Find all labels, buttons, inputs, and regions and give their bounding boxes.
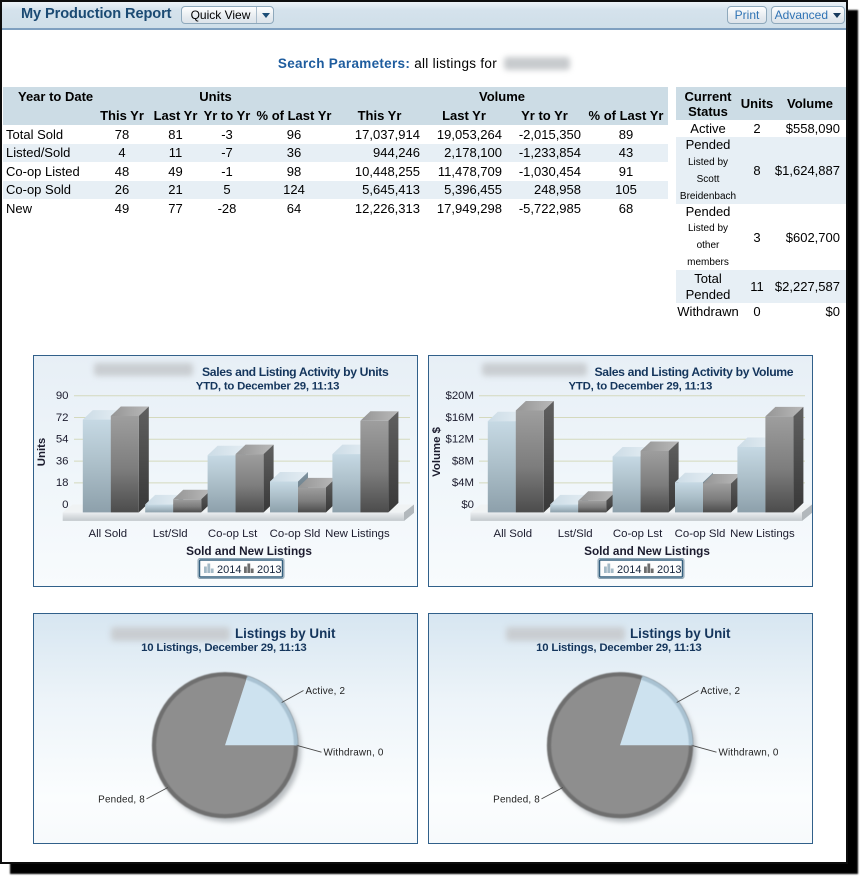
svg-text:All Sold: All Sold [493,528,532,540]
svg-text:2014: 2014 [617,564,641,576]
svg-text:10 Listings, December 29, 11:1: 10 Listings, December 29, 11:13 [536,642,701,654]
svg-text:Pended, 8: Pended, 8 [493,795,540,806]
svg-text:90: 90 [56,390,69,402]
svg-text:$8M: $8M [452,455,474,467]
svg-text:Sales and Listing Activity by: Sales and Listing Activity by Units [202,365,389,379]
svg-text:2013: 2013 [257,564,281,576]
svg-text:Sold and New Listings: Sold and New Listings [584,544,710,558]
svg-text:Listings by Unit: Listings by Unit [630,626,731,641]
svg-text:$16M: $16M [446,412,475,424]
svg-text:YTD, to December 29, 11:13: YTD, to December 29, 11:13 [569,381,713,393]
svg-text:$20M: $20M [446,390,475,402]
svg-text:Co-op Sld: Co-op Sld [270,528,321,540]
svg-text:54: 54 [56,434,69,446]
svg-text:Withdrawn, 0: Withdrawn, 0 [719,748,779,759]
svg-text:$4M: $4M [452,477,474,489]
svg-text:0: 0 [62,499,68,511]
svg-text:10 Listings, December 29, 11:1: 10 Listings, December 29, 11:13 [141,642,306,654]
svg-text:Active, 2: Active, 2 [306,686,346,697]
svg-text:All Sold: All Sold [88,528,127,540]
svg-text:New Listings: New Listings [730,528,795,540]
svg-text:Sold and New Listings: Sold and New Listings [186,544,312,558]
svg-text:YTD, to December 29, 11:13: YTD, to December 29, 11:13 [196,381,340,393]
svg-text:36: 36 [56,455,69,467]
svg-text:Co-op Lst: Co-op Lst [613,528,663,540]
svg-text:Units: Units [36,438,48,466]
svg-text:Lst/Sld: Lst/Sld [558,528,593,540]
svg-text:$12M: $12M [446,434,475,446]
svg-text:New Listings: New Listings [325,528,390,540]
svg-text:72: 72 [56,412,69,424]
svg-text:Lst/Sld: Lst/Sld [153,528,188,540]
svg-text:2014: 2014 [217,564,241,576]
svg-text:Co-op Sld: Co-op Sld [675,528,726,540]
svg-text:Co-op Lst: Co-op Lst [208,528,258,540]
svg-text:Pended, 8: Pended, 8 [98,795,145,806]
svg-text:Volume $: Volume $ [431,426,443,476]
svg-text:$0: $0 [461,499,474,511]
svg-text:Listings by Unit: Listings by Unit [235,626,336,641]
svg-text:Active, 2: Active, 2 [701,686,741,697]
svg-text:Sales and Listing Activity by: Sales and Listing Activity by Volume [595,365,794,379]
svg-text:2013: 2013 [657,564,681,576]
svg-text:Withdrawn, 0: Withdrawn, 0 [324,748,384,759]
svg-text:18: 18 [56,477,69,489]
